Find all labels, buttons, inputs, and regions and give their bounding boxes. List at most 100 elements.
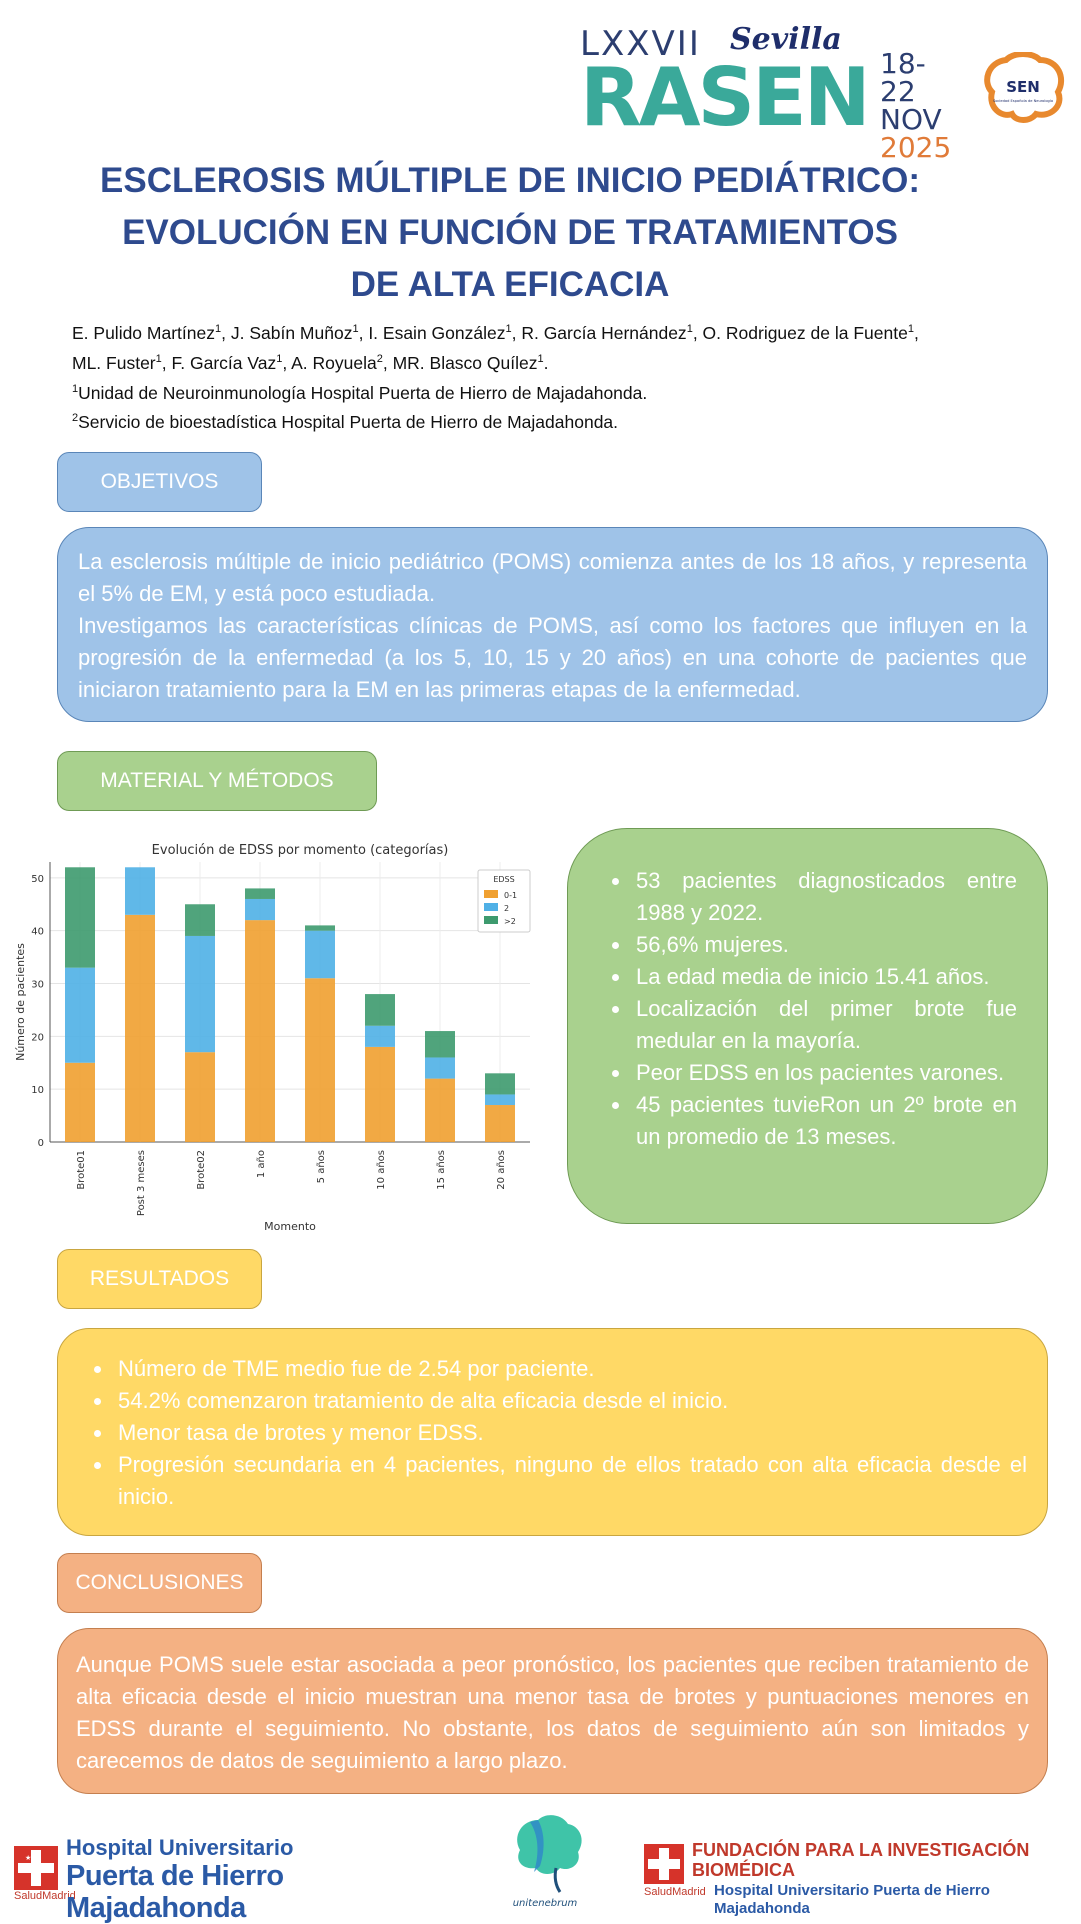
bar-segment-0-1	[125, 914, 155, 1142]
author-separator: ,	[382, 352, 393, 373]
sen-abbr: SEN	[1006, 78, 1040, 96]
fundacion-line-1: FUNDACIÓN PARA LA INVESTIGACIÓN	[692, 1840, 1030, 1860]
author-separator: ,	[358, 322, 369, 343]
author-name: ML. Fuster	[72, 352, 156, 373]
legend-label: >2	[504, 917, 516, 926]
x-tick-label: 1 año	[256, 1150, 267, 1178]
poster-title: ESCLEROSIS MÚLTIPLE DE INICIO PEDIÁTRICO…	[60, 155, 960, 311]
salud-madrid-label: SaludMadrid	[14, 1890, 76, 1902]
metodos-list: 53 pacientes diagnosticados entre 1988 y…	[596, 865, 1017, 1153]
y-tick-label: 10	[31, 1085, 44, 1096]
sen-full-name: Sociedad Española de Neurología	[993, 99, 1053, 103]
objetivos-paragraph-1: La esclerosis múltiple de inicio pediátr…	[78, 549, 1027, 606]
madrid-cross-icon: ★	[14, 1846, 58, 1890]
authors-block: E. Pulido Martínez1, J. Sabín Muñoz1, I.…	[72, 316, 1032, 435]
unitenebrum-text: unitenebrum	[513, 1898, 578, 1909]
author-separator: ,	[221, 322, 231, 343]
title-line-2: EVOLUCIÓN EN FUNCIÓN DE TRATAMIENTOS	[122, 213, 898, 252]
author-name: F. García Vaz	[171, 352, 277, 373]
resultados-bullet: Progresión secundaria en 4 pacientes, ni…	[114, 1449, 1027, 1513]
author-separator: ,	[161, 352, 172, 373]
y-tick-label: 30	[31, 980, 44, 991]
resultados-box: Número de TME medio fue de 2.54 por paci…	[57, 1328, 1048, 1536]
bar-segment-2	[245, 898, 275, 921]
bar-segment-2	[125, 867, 155, 915]
bar-segment-2	[365, 1025, 395, 1047]
authors-line-2: ML. Fuster1, F. García Vaz1, A. Royuela2…	[72, 346, 1032, 376]
bar-segment->2	[305, 925, 335, 931]
author-affiliation-sup: 1	[352, 323, 359, 335]
bar-segment->2	[185, 904, 215, 936]
affiliation-2-sup: 2	[72, 412, 79, 425]
affiliation-1: 1Unidad de Neuroinmunología Hospital Pue…	[72, 376, 1032, 406]
conclusiones-text: Aunque POMS suele estar asociada a peor …	[76, 1652, 1029, 1773]
section-tab-conclusiones: CONCLUSIONES	[57, 1553, 262, 1613]
date-days: 18-22	[880, 47, 926, 108]
y-axis-label: Número de pacientes	[14, 943, 27, 1061]
author-separator: .	[543, 352, 549, 373]
sen-brain-logo: SEN Sociedad Española de Neurología	[984, 52, 1065, 123]
metodos-box: 53 pacientes diagnosticados entre 1988 y…	[567, 828, 1048, 1224]
fundacion-line-3: Hospital Universitario Puerta de Hierro …	[714, 1882, 990, 1917]
bar-segment-2	[185, 935, 215, 1053]
hospital-name-line-1: Hospital Universitario	[66, 1835, 294, 1860]
metodos-bullet: 56,6% mujeres.	[632, 929, 1017, 961]
bar-segment-2	[485, 1094, 515, 1106]
chart-title: Evolución de EDSS por momento (categoría…	[152, 843, 449, 858]
congress-name: RASEN	[580, 51, 871, 144]
bar-segment-2	[305, 930, 335, 979]
author-name: I. Esain González	[368, 322, 506, 343]
y-tick-label: 0	[38, 1138, 44, 1149]
hospital-name: Hospital Universitario Puerta de Hierro …	[66, 1836, 464, 1924]
resultados-bullet: 54.2% comenzaron tratamiento de alta efi…	[114, 1385, 1027, 1417]
edss-chart: Evolución de EDSS por momento (categoría…	[14, 843, 531, 1233]
author-separator: ,	[692, 322, 703, 343]
legend-swatch	[484, 903, 498, 911]
resultados-bullet: Número de TME medio fue de 2.54 por paci…	[114, 1353, 1027, 1385]
fundacion-line-2: BIOMÉDICA	[692, 1860, 795, 1880]
congress-logo: LXXVII Sevilla RASEN 18-22 NOV 2025	[580, 20, 951, 162]
x-tick-label: 15 años	[436, 1150, 447, 1190]
metodos-bullet: 53 pacientes diagnosticados entre 1988 y…	[632, 865, 1017, 929]
x-tick-label: 10 años	[376, 1150, 387, 1190]
metodos-bullet: Peor EDSS en los pacientes varones.	[632, 1057, 1017, 1089]
bar-segment-2	[425, 1057, 455, 1079]
x-tick-label: 20 años	[496, 1150, 507, 1190]
congress-city: Sevilla	[730, 22, 842, 57]
bar-segment->2	[425, 1031, 455, 1058]
date-month: NOV	[880, 103, 942, 136]
bar-segment-0-1	[485, 1105, 515, 1142]
affiliation-2-text: Servicio de bioestadística Hospital Puer…	[78, 412, 619, 433]
author-affiliation-sup: 1	[276, 352, 283, 365]
author-name: R. García Hernández	[521, 322, 687, 343]
bar-segment-0-1	[65, 1062, 95, 1142]
x-tick-label: Brote01	[76, 1150, 87, 1190]
bar-segment->2	[65, 867, 95, 968]
bar-segment-0-1	[425, 1078, 455, 1142]
author-name: O. Rodriguez de la Fuente	[702, 322, 908, 343]
author-name: E. Pulido Martínez	[72, 322, 215, 343]
legend-title: EDSS	[493, 875, 514, 884]
metodos-bullet: 45 pacientes tuvieRon un 2º brote en un …	[632, 1089, 1017, 1153]
objetivos-box: La esclerosis múltiple de inicio pediátr…	[57, 527, 1048, 722]
madrid-cross-icon-2	[644, 1844, 684, 1884]
author-separator: ,	[511, 322, 522, 343]
legend-label: 2	[504, 904, 509, 913]
hospital-logo: ★ SaludMadrid Hospital Universitario Pue…	[14, 1836, 464, 1924]
bar-segment->2	[485, 1073, 515, 1095]
legend-label: 0-1	[504, 891, 517, 900]
unitenebrum-logo: unitenebrum	[513, 1815, 582, 1909]
author-name: J. Sabín Muñoz	[230, 322, 353, 343]
fundacion-logo: SaludMadrid FUNDACIÓN PARA LA INVESTIGAC…	[644, 1840, 1069, 1917]
metodos-bullet: Localización del primer brote fue medula…	[632, 993, 1017, 1057]
legend-swatch	[484, 916, 498, 924]
bar-segment-2	[65, 967, 95, 1063]
resultados-bullet: Menor tasa de brotes y menor EDSS.	[114, 1417, 1027, 1449]
affiliation-1-sup: 1	[72, 382, 79, 395]
bar-segment->2	[245, 888, 275, 899]
author-name: A. Royuela	[291, 352, 377, 373]
x-axis-label: Momento	[264, 1220, 316, 1233]
x-tick-label: Brote02	[196, 1150, 207, 1190]
author-separator: ,	[913, 322, 919, 343]
legend-swatch	[484, 890, 498, 898]
